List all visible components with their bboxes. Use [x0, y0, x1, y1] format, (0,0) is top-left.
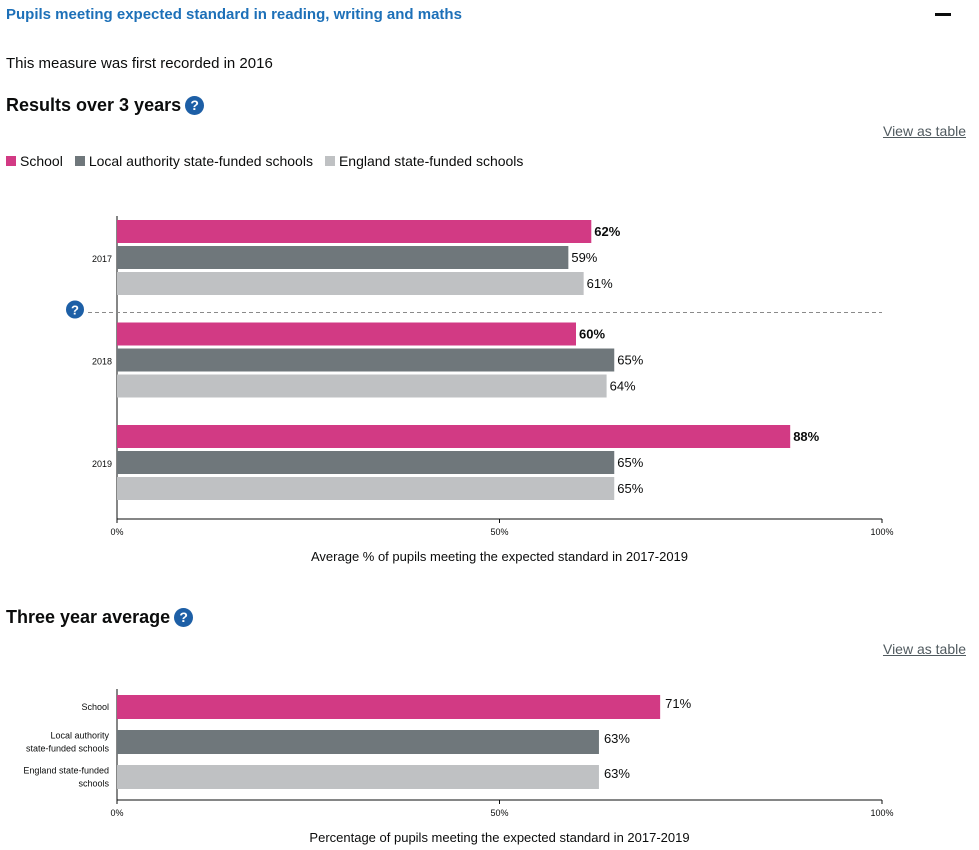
bar	[117, 730, 599, 754]
average-view-table-link[interactable]: View as table	[882, 641, 966, 657]
bar	[117, 220, 592, 243]
data-label: 59%	[571, 250, 597, 265]
y-tick-label: schools	[78, 779, 109, 789]
bar	[117, 477, 615, 500]
results-chart: 62% 59% 61% 2017 60% 65% 64% 2018 88% 65% 65% 2019?…	[66, 216, 894, 537]
y-tick-label: state-funded schools	[26, 744, 110, 754]
intro-text: This measure was first recorded in 2016	[6, 55, 273, 72]
results-heading: Results over 3 years ?	[6, 95, 205, 116]
data-label: 65%	[617, 481, 643, 496]
x-tick-label: 100%	[870, 808, 893, 818]
legend-swatch-england	[324, 156, 335, 166]
data-label: 64%	[610, 379, 636, 394]
x-tick-label: 50%	[490, 527, 508, 537]
bar	[117, 765, 599, 789]
bar	[117, 451, 615, 474]
legend-item-la: Local authority state-funded schools	[74, 153, 313, 169]
help-icon-glyph: ?	[71, 303, 79, 318]
legend-item-school: School	[6, 153, 63, 169]
data-label: 65%	[617, 455, 643, 470]
legend-label-england: England state-funded schools	[338, 153, 524, 169]
y-tick-label: Local authority	[50, 731, 109, 741]
data-label: 60%	[579, 327, 605, 342]
data-label: 63%	[604, 731, 630, 746]
data-label: 62%	[594, 224, 620, 239]
x-tick-label: 0%	[110, 527, 123, 537]
x-tick-label: 100%	[870, 527, 893, 537]
help-icon[interactable]: ?	[185, 96, 205, 115]
bar	[117, 425, 791, 448]
y-tick-label: England state-funded	[23, 766, 109, 776]
data-label: 63%	[604, 766, 630, 781]
bar	[117, 322, 576, 346]
section-title[interactable]: Pupils meeting expected standard in read…	[6, 6, 462, 23]
data-label: 88%	[793, 429, 819, 444]
legend-label-school: School	[20, 153, 63, 169]
legend: School Local authority state-funded scho…	[6, 153, 523, 169]
bar	[117, 272, 584, 295]
average-chart: 71% School 63% Local authority state-funded …	[23, 689, 894, 818]
results-view-table-link[interactable]: View as table	[882, 123, 966, 139]
legend-item-england: England state-funded schools	[324, 153, 524, 169]
bar	[117, 348, 615, 372]
legend-swatch-la	[74, 156, 85, 166]
data-label: 71%	[665, 696, 691, 711]
data-label: 61%	[587, 276, 613, 291]
results-heading-text: Results over 3 years	[6, 95, 182, 115]
x-tick-label: 50%	[490, 808, 508, 818]
results-chart-caption: Average % of pupils meeting the expected…	[310, 549, 689, 564]
average-heading-text: Three year average	[6, 607, 171, 627]
y-tick-label: 2018	[92, 357, 112, 367]
bar	[117, 374, 607, 398]
collapse-icon[interactable]	[935, 13, 951, 16]
bar	[117, 695, 661, 719]
data-label: 65%	[617, 353, 643, 368]
average-heading: Three year average ?	[6, 607, 194, 628]
y-tick-label: School	[81, 702, 109, 712]
legend-swatch-school	[6, 156, 16, 166]
x-tick-label: 0%	[110, 808, 123, 818]
help-icon[interactable]: ?	[174, 608, 194, 627]
y-tick-label: 2019	[92, 459, 112, 469]
legend-label-la: Local authority state-funded schools	[88, 153, 313, 169]
help-icon	[66, 300, 84, 319]
average-chart-caption: Percentage of pupils meeting the expecte…	[309, 830, 690, 845]
bar	[117, 246, 569, 269]
y-tick-label: 2017	[92, 254, 112, 264]
